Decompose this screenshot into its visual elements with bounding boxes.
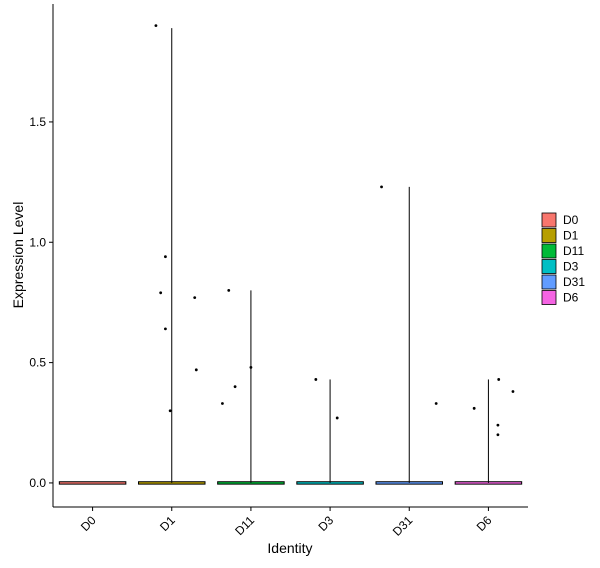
legend-label: D1 [563, 229, 579, 243]
x-tick-label: D3 [315, 513, 336, 534]
legend-label: D6 [563, 291, 579, 305]
data-point [472, 406, 476, 410]
data-point [434, 402, 438, 405]
legend-swatch [541, 212, 557, 228]
data-point [233, 385, 237, 389]
legend-label: D0 [563, 213, 579, 227]
violin-d11 [217, 290, 285, 485]
legend-item-d0: D0 [541, 212, 579, 228]
data-point [496, 433, 500, 437]
x-tick-label: D11 [232, 513, 257, 538]
legend-label: D11 [563, 244, 584, 258]
x-tick-label: D31 [390, 513, 416, 539]
legend-swatch [541, 243, 557, 259]
violin-d3 [296, 379, 364, 485]
violin-d6 [454, 379, 523, 485]
legend-item-d31: D31 [541, 274, 585, 290]
y-tick-label: 0.5 [29, 356, 46, 370]
legend-item-d1: D1 [541, 228, 579, 243]
data-point [314, 378, 318, 381]
data-point [159, 291, 163, 295]
violin-d0 [58, 481, 127, 485]
y-axis-title: Expression Level [10, 202, 26, 309]
y-tick-label: 1.5 [29, 115, 46, 129]
data-point [164, 255, 167, 259]
data-point [164, 327, 167, 331]
data-point [193, 296, 197, 300]
legend-label: D31 [563, 275, 585, 289]
legend-swatch [541, 228, 557, 243]
y-axis-ticks: 0.0 0.5 1.0 1.5 [29, 115, 53, 490]
plot-marks [58, 24, 523, 485]
violin-base [58, 481, 127, 485]
data-point [249, 366, 253, 369]
data-point [496, 423, 500, 427]
legend-item-d6: D6 [541, 290, 579, 305]
x-tick-label: D6 [474, 513, 495, 534]
legend-swatch [541, 259, 557, 274]
data-point [227, 288, 231, 292]
legend-item-d3: D3 [541, 259, 579, 274]
legend-item-d11: D11 [541, 243, 584, 259]
data-point [154, 24, 158, 28]
data-point [194, 368, 198, 372]
violin-d1 [138, 28, 206, 485]
data-point [335, 416, 339, 420]
data-point [168, 409, 172, 413]
y-tick-label: 1.0 [29, 235, 46, 249]
legend-swatch [541, 290, 557, 305]
violin-d31 [375, 186, 443, 485]
y-tick-label: 0.0 [29, 476, 46, 490]
data-point [511, 390, 515, 393]
legend-label: D3 [563, 260, 579, 274]
legend-swatch [541, 274, 557, 290]
x-axis-title: Identity [267, 540, 312, 556]
data-point [497, 378, 501, 381]
x-axis-ticks: D0 D1 D11 D3 D31 D6 [78, 507, 495, 539]
x-tick-label: D1 [157, 513, 178, 534]
x-tick-label: D0 [78, 513, 99, 534]
data-point [221, 402, 224, 405]
data-point [380, 185, 383, 189]
